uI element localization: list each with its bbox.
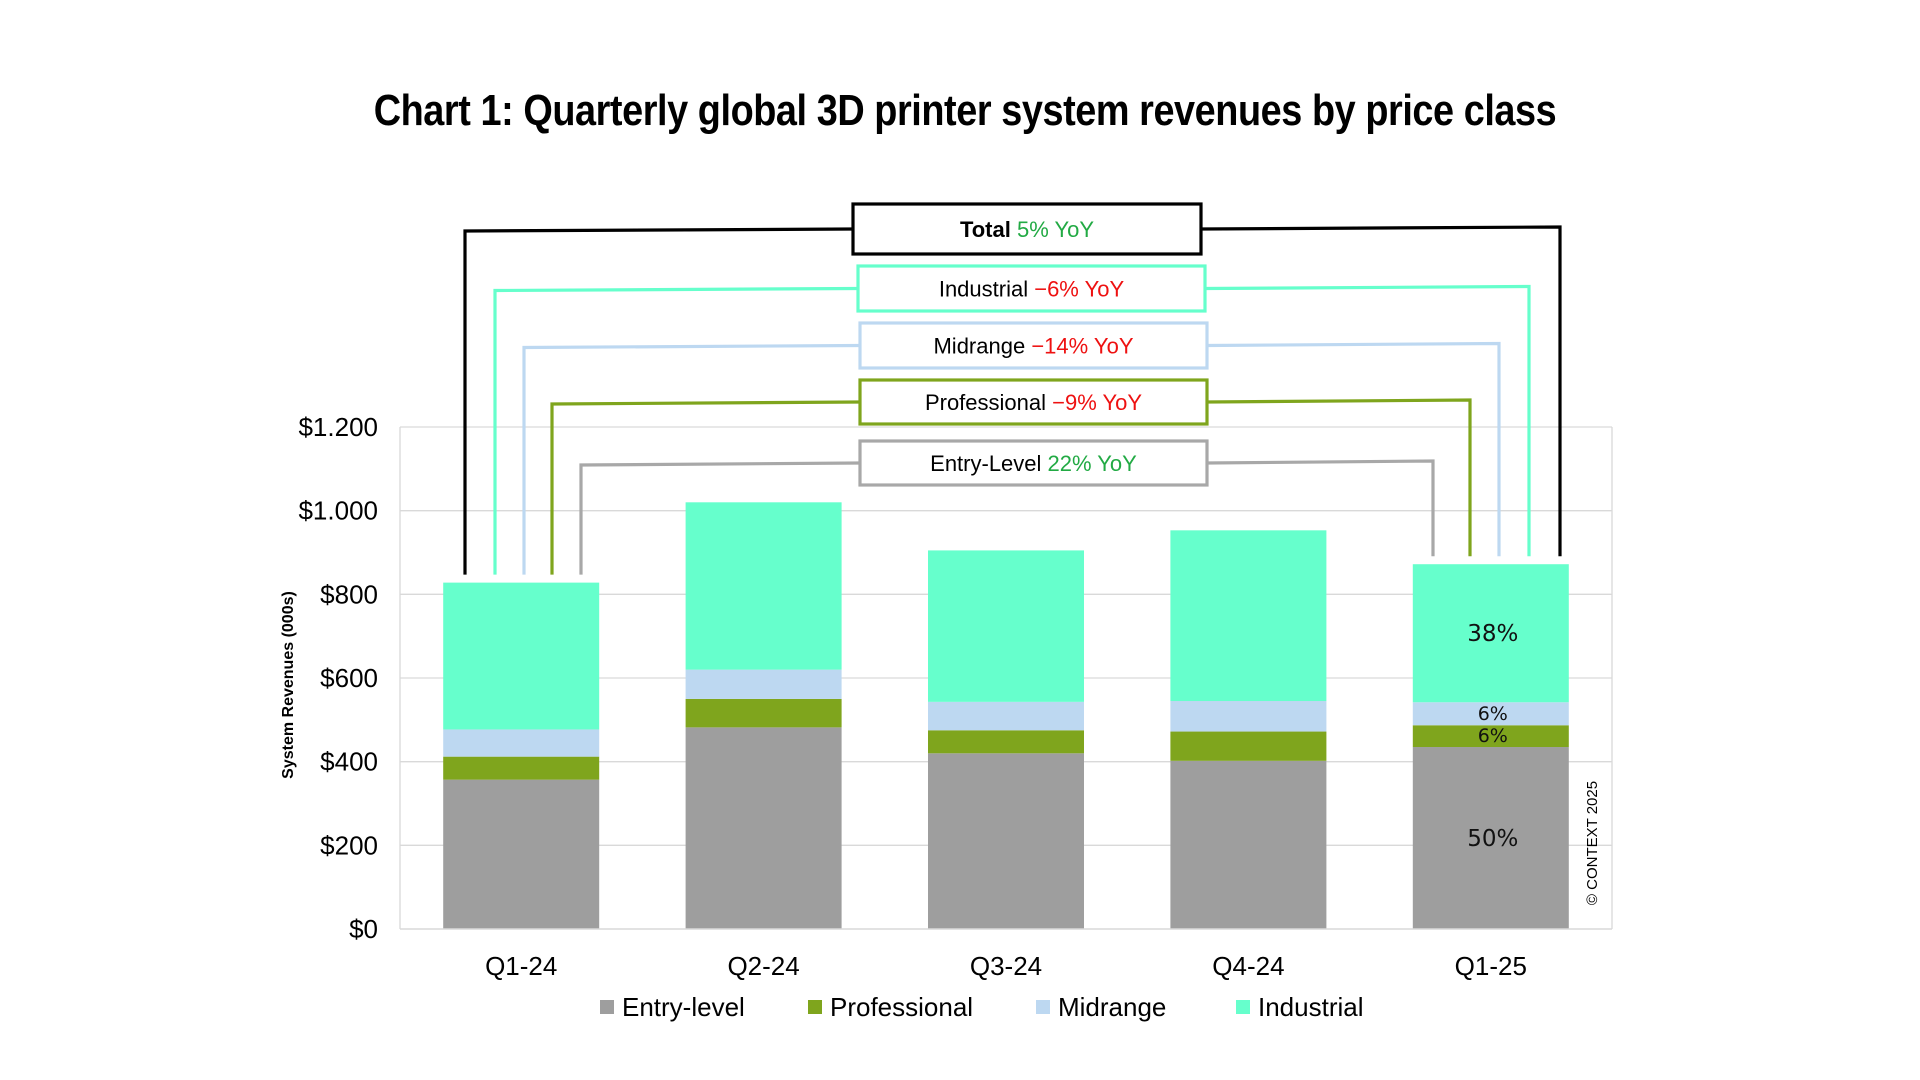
y-tick-label: $1.000 [298,496,378,526]
annotation-text-midrange: Midrange −14% YoY [933,334,1133,359]
annotation-value: −6% YoY [1034,277,1124,302]
bar-entry-level-q4-24 [1170,760,1327,929]
legend-swatch-professional [808,1000,822,1014]
x-tick-label: Q4-24 [1212,951,1284,981]
bar-industrial-q1-24 [443,582,600,730]
bar-midrange-q3-24 [928,701,1084,731]
annotation-value: 22% YoY [1048,451,1138,476]
bar-industrial-q4-24 [1170,530,1327,702]
segment-label: 50% [1467,826,1518,852]
legend-label-midrange: Midrange [1058,992,1166,1022]
connector-industrial-left [493,286,859,575]
connector-midrange-left [522,343,861,575]
annotation-label: Total [960,217,1017,242]
x-tick-label: Q1-25 [1455,951,1527,981]
annotation-box-industrial [856,264,1207,313]
segment-label: 38% [1467,621,1518,647]
connector-professional-right [1206,398,1472,557]
bar-industrial-q1-25 [1412,564,1569,703]
connector-total-right [1200,225,1562,557]
annotation-box-professional [858,378,1209,426]
y-tick-label: $800 [320,579,378,609]
legend-label-entry-level: Entry-level [622,992,745,1022]
y-tick-label: $600 [320,663,378,693]
bar-industrial-q3-24 [928,550,1084,702]
annotation-value: −9% YoY [1052,390,1142,415]
y-tick-label: $0 [349,914,378,944]
bar-entry-level-q1-24 [443,779,600,929]
y-tick-label: $200 [320,830,378,860]
legend-swatch-midrange [1036,1000,1050,1014]
bars: 38% 6%6% 50% [443,502,1569,929]
annotation-label: Industrial [939,277,1034,302]
bar-midrange-q1-25 [1412,702,1569,726]
x-tick-label: Q1-24 [485,951,557,981]
legend-label-professional: Professional [830,992,973,1022]
bar-midrange-q2-24 [685,669,842,699]
connector-entry-level-right [1206,459,1435,557]
connector-midrange-right [1206,341,1501,557]
bar-professional-q4-24 [1170,731,1327,761]
legend-swatch-entry-level [600,1000,614,1014]
bar-industrial-q2-24 [685,502,842,670]
x-axis: Q1-24 Q2-24 Q3-24 Q4-24 Q1-25 [400,928,1612,981]
y-axis-label: System Revenues (000s) [280,591,297,779]
annotation-text-industrial: Industrial −6% YoY [939,277,1125,302]
y-tick-label: $400 [320,747,378,777]
annotation-box-midrange [858,321,1209,370]
bar-entry-level-q1-25 [1412,747,1569,929]
bar-midrange-q1-24 [443,729,600,757]
annotation-label: Professional [925,390,1052,415]
connector-entry-level-left [579,461,861,575]
bar-midrange-q4-24 [1170,701,1327,732]
copyright-label: © CONTEXT 2025 [1584,781,1601,905]
connector-professional-left [550,400,861,575]
legend-label-industrial: Industrial [1258,992,1364,1022]
bar-entry-level-q3-24 [928,753,1084,929]
bar-professional-q1-24 [443,756,600,780]
y-tick-label: $1.200 [298,412,378,442]
segment-label: 6% [1478,725,1508,747]
segment-label: 6% [1478,703,1508,725]
annotation-value: −14% YoY [1031,334,1133,359]
bar-professional-q2-24 [685,698,842,728]
bar-entry-level-q2-24 [685,727,842,929]
annotation-text-total: Total 5% YoY [960,217,1094,242]
connector-total-left [463,227,854,575]
y-axis: $0 $200 $400 $600 $800 $1.000 $1.200 [298,412,401,944]
legend-swatch-industrial [1236,1000,1250,1014]
annotation-label: Entry-Level [930,451,1047,476]
annotation-label: Midrange [933,334,1031,359]
x-tick-label: Q2-24 [727,951,799,981]
chart-title: Chart 1: Quarterly global 3D printer sys… [373,86,1557,135]
connector-industrial-right [1204,284,1531,557]
yoy-annotations: Total 5% YoY Industrial −6% YoY Midrange −… [463,202,1562,575]
legend: Entry-level Professional Midrange Industria… [600,992,1364,1022]
annotation-value: 5% YoY [1017,217,1094,242]
bar-professional-q3-24 [928,730,1084,754]
annotation-text-professional: Professional −9% YoY [925,390,1142,415]
annotation-box-entry-level [858,439,1209,487]
annotation-text-entry-level: Entry-Level 22% YoY [930,451,1137,476]
annotation-box-total [851,202,1203,256]
x-tick-label: Q3-24 [970,951,1042,981]
bar-professional-q1-25 [1412,725,1569,748]
